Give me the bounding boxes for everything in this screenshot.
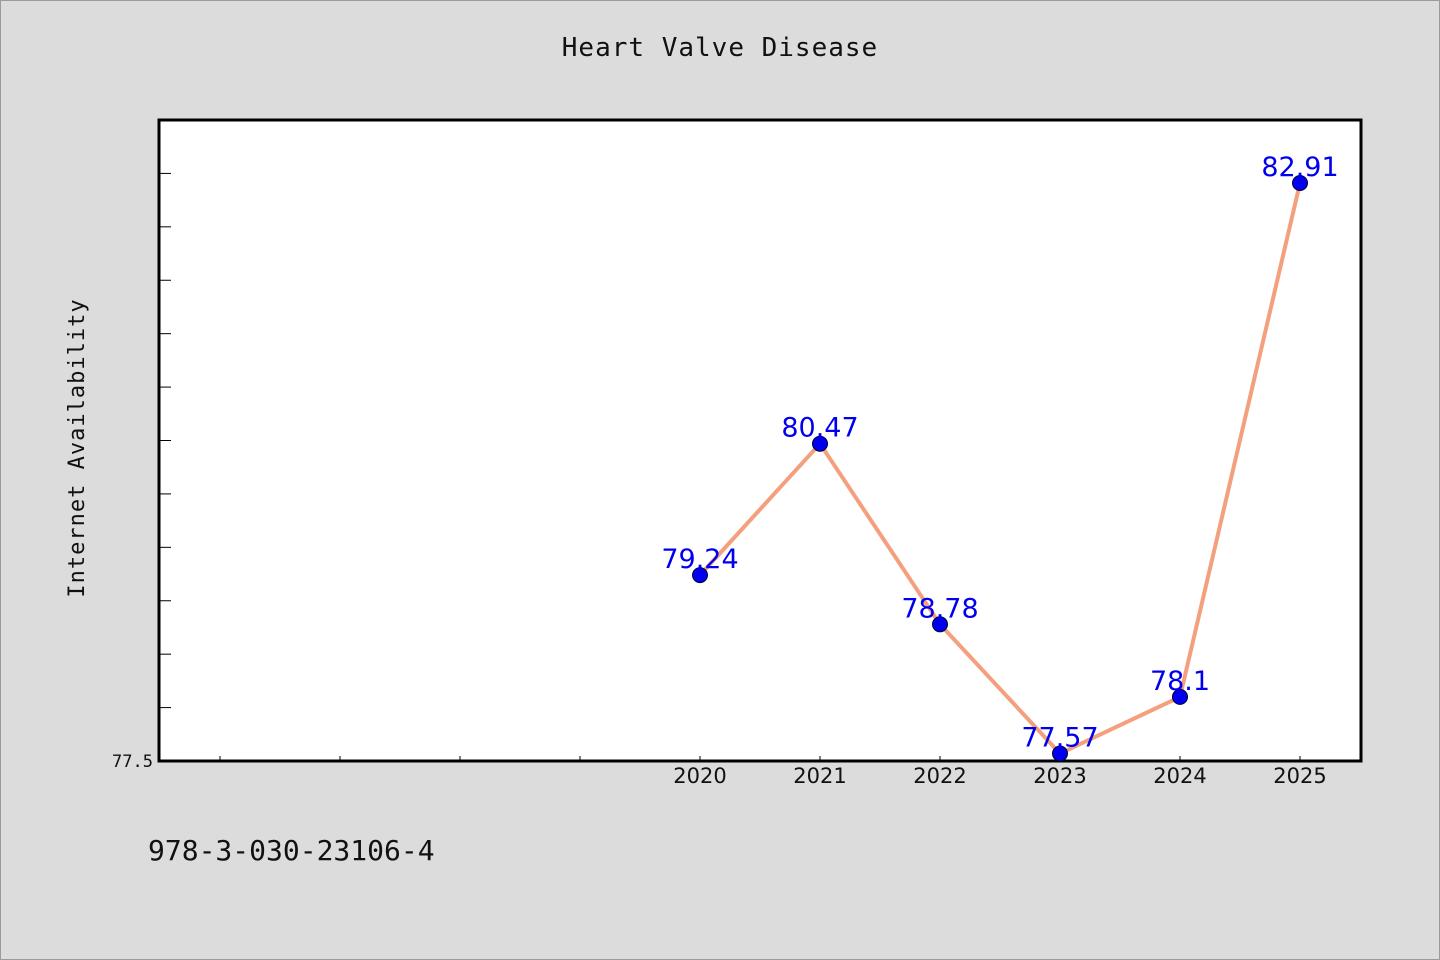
data-point [1172, 688, 1188, 705]
x-tick-label: 2022 [913, 764, 966, 788]
y-minor-ticks [159, 119, 171, 762]
data-label: 82.91 [1261, 152, 1338, 183]
x-tick-label: 2020 [673, 764, 726, 788]
x-tick-label: 2021 [793, 764, 846, 788]
chart-title: Heart Valve Disease [561, 33, 879, 63]
data-label: 79.24 [661, 544, 738, 575]
isbn-label: 978-3-030-23106-4 [148, 834, 435, 867]
series-line [698, 182, 1302, 756]
data-labels: 79.24 80.47 78.78 77.57 78.1 82.91 [661, 152, 1338, 754]
x-tick-label: 2023 [1033, 764, 1086, 788]
data-point [812, 435, 828, 452]
data-point [1292, 175, 1308, 191]
data-markers [692, 175, 1308, 762]
x-tick-label: 2025 [1273, 764, 1326, 788]
data-label: 80.47 [781, 413, 858, 444]
y-tick-label: 77.5 [112, 752, 153, 772]
data-label: 78.78 [901, 593, 978, 624]
x-tick-labels: 2020 2021 2022 2023 2024 2025 [673, 764, 1326, 788]
data-point [1052, 745, 1068, 762]
y-axis-label: Internet Availability [65, 298, 90, 597]
data-point [932, 616, 948, 633]
data-point [692, 567, 708, 584]
data-label: 78.1 [1150, 666, 1210, 697]
data-label: 77.57 [1021, 723, 1098, 754]
x-tick-label: 2024 [1153, 764, 1206, 788]
plot-area [157, 118, 1363, 763]
